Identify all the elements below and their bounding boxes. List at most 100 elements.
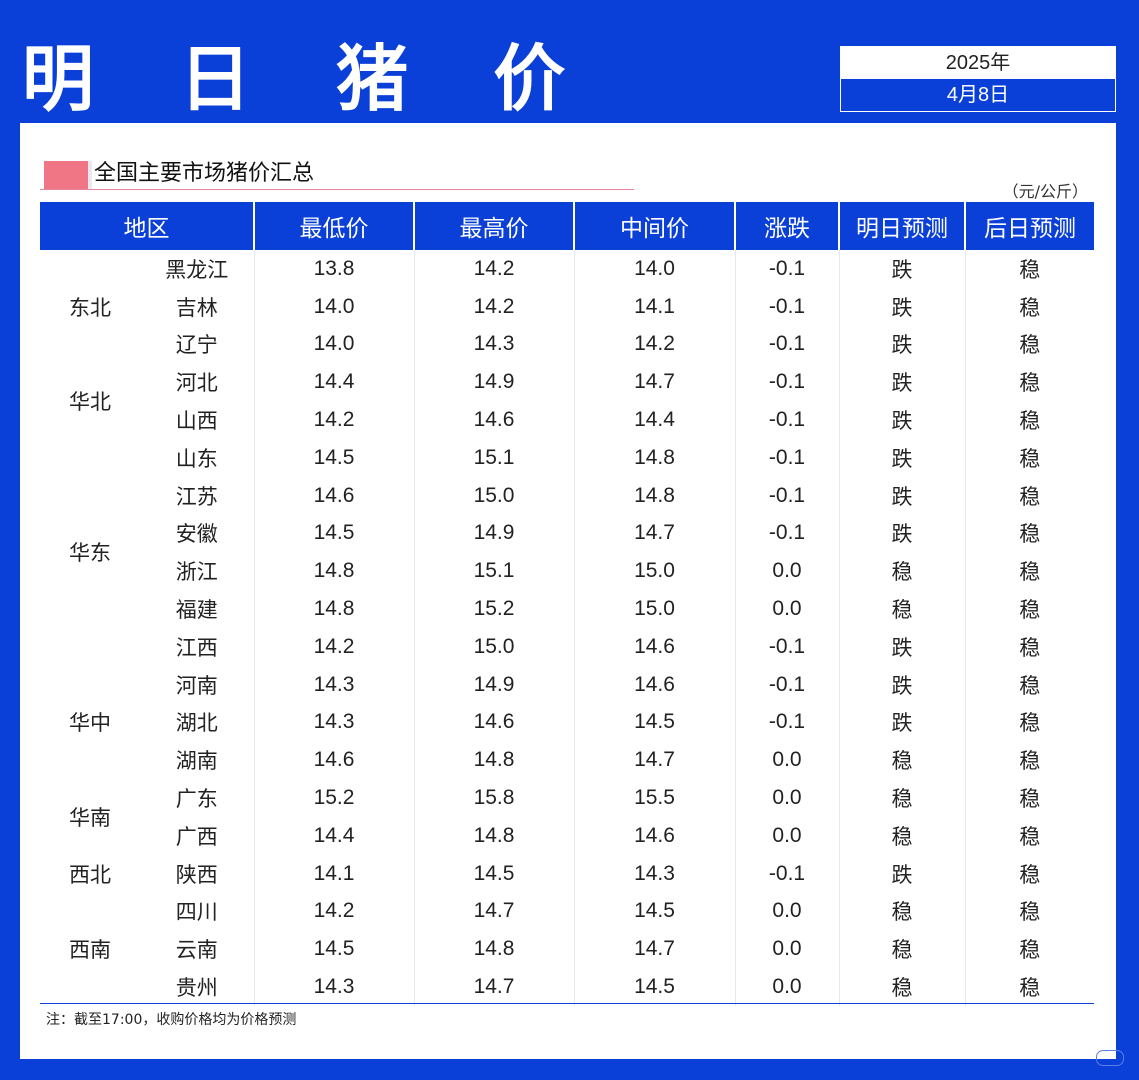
date-box: 2025年 4月8日 <box>840 46 1116 112</box>
province-cell: 浙江 <box>175 561 218 585</box>
change-cell: -0.1 <box>734 401 839 439</box>
change-cell: 0.0 <box>734 816 839 855</box>
content-panel: 全国主要市场猪价汇总 （元/公斤） 地区 最低价 最高价 中间价 涨跌 明日预测… <box>20 123 1116 1059</box>
after-forecast-cell: 稳 <box>964 590 1094 628</box>
province-cell: 福建 <box>175 599 218 623</box>
change-cell: -0.1 <box>734 287 839 326</box>
table-row: 广西 14.4 14.8 14.6 0.0 稳稳 <box>40 816 1094 855</box>
page-title: 明 日 猪 价 <box>22 37 596 121</box>
region-cell: 华中 <box>69 712 111 736</box>
table-row: 吉林 14.0 14.2 14.1 -0.1 跌稳 <box>40 287 1094 326</box>
after-forecast-cell: 稳 <box>964 665 1094 704</box>
after-forecast-cell: 稳 <box>964 627 1094 666</box>
mid-price-cell: 14.2 <box>573 325 735 364</box>
table-row: 湖北 14.3 14.6 14.5 -0.1 跌稳 <box>40 703 1094 742</box>
province-cell: 云南 <box>175 939 218 963</box>
max-price-cell: 14.5 <box>413 854 574 893</box>
min-price-cell: 14.3 <box>253 703 414 742</box>
max-price-cell: 14.3 <box>413 325 574 364</box>
max-price-cell: 15.8 <box>413 779 574 817</box>
after-forecast-cell: 稳 <box>964 438 1094 477</box>
max-price-cell: 14.7 <box>413 968 574 1006</box>
max-price-cell: 14.6 <box>413 401 574 439</box>
header-min-price: 最低价 <box>253 202 414 250</box>
max-price-cell: 14.6 <box>413 703 574 742</box>
unit-label: （元/公斤） <box>1002 182 1088 201</box>
min-price-cell: 14.3 <box>253 665 414 704</box>
mid-price-cell: 15.5 <box>573 779 735 817</box>
min-price-cell: 14.6 <box>253 476 414 515</box>
tomorrow-forecast-cell: 稳 <box>838 741 965 780</box>
table-row: 福建 14.8 15.2 15.0 0.0 稳稳 <box>40 590 1094 628</box>
table-row: 山西 14.2 14.6 14.4 -0.1 跌稳 <box>40 401 1094 439</box>
after-forecast-cell: 稳 <box>964 401 1094 439</box>
min-price-cell: 14.5 <box>253 438 414 477</box>
region-cell: 华南 <box>69 806 111 830</box>
after-forecast-cell: 稳 <box>964 363 1094 402</box>
min-price-cell: 14.6 <box>253 741 414 780</box>
table-row: 华东 山东 14.5 15.1 14.8 -0.1 跌稳 <box>40 438 1094 565</box>
province-cell: 吉林 <box>175 296 218 320</box>
change-cell: -0.1 <box>734 627 839 666</box>
mid-price-cell: 14.4 <box>573 401 735 439</box>
change-cell: 0.0 <box>734 779 839 817</box>
change-cell: 0.0 <box>734 741 839 780</box>
header-max-price: 最高价 <box>413 202 574 250</box>
mid-price-cell: 14.7 <box>573 514 735 553</box>
province-cell: 四川 <box>175 901 218 925</box>
max-price-cell: 14.9 <box>413 514 574 553</box>
province-cell: 贵州 <box>175 977 218 1001</box>
table-row: 华北 河北 14.4 14.9 14.7 -0.1 跌稳 <box>40 363 1094 414</box>
mid-price-cell: 14.5 <box>573 892 735 931</box>
province-cell: 山西 <box>175 410 218 434</box>
max-price-cell: 14.8 <box>413 816 574 855</box>
min-price-cell: 14.8 <box>253 590 414 628</box>
min-price-cell: 14.0 <box>253 287 414 326</box>
change-cell: -0.1 <box>734 665 839 704</box>
tomorrow-forecast-cell: 跌 <box>838 854 965 893</box>
mid-price-cell: 14.5 <box>573 968 735 1006</box>
province-cell: 湖南 <box>175 750 218 774</box>
min-price-cell: 14.3 <box>253 968 414 1006</box>
mid-price-cell: 14.7 <box>573 363 735 402</box>
tomorrow-forecast-cell: 跌 <box>838 250 965 288</box>
change-cell: -0.1 <box>734 250 839 288</box>
province-cell: 安徽 <box>175 523 218 547</box>
min-price-cell: 14.4 <box>253 816 414 855</box>
section-marker-shadow <box>88 161 92 189</box>
change-cell: -0.1 <box>734 325 839 364</box>
tomorrow-forecast-cell: 跌 <box>838 363 965 402</box>
mid-price-cell: 14.7 <box>573 930 735 969</box>
after-forecast-cell: 稳 <box>964 250 1094 288</box>
section-underline <box>40 189 634 190</box>
table-row: 湖南 14.6 14.8 14.7 0.0 稳稳 <box>40 741 1094 780</box>
tomorrow-forecast-cell: 跌 <box>838 325 965 364</box>
after-forecast-cell: 稳 <box>964 892 1094 931</box>
after-forecast-cell: 稳 <box>964 741 1094 780</box>
footnote: 注：截至17:00，收购价格均为价格预测 <box>46 1012 297 1028</box>
date-day: 4月8日 <box>946 84 1010 106</box>
province-cell: 湖北 <box>175 712 218 736</box>
mid-price-cell: 14.3 <box>573 854 735 893</box>
tomorrow-forecast-cell: 跌 <box>838 665 965 704</box>
watermark-badge <box>1096 1050 1124 1066</box>
mid-price-cell: 14.7 <box>573 741 735 780</box>
mid-price-cell: 14.6 <box>573 627 735 666</box>
after-forecast-cell: 稳 <box>964 816 1094 855</box>
max-price-cell: 14.9 <box>413 363 574 402</box>
after-forecast-cell: 稳 <box>964 703 1094 742</box>
min-price-cell: 14.5 <box>253 514 414 553</box>
mid-price-cell: 14.5 <box>573 703 735 742</box>
tomorrow-forecast-cell: 稳 <box>838 552 965 591</box>
table-row: 贵州 14.3 14.7 14.5 0.0 稳稳 <box>40 968 1094 1006</box>
after-forecast-cell: 稳 <box>964 968 1094 1006</box>
min-price-cell: 14.2 <box>253 627 414 666</box>
tomorrow-forecast-cell: 稳 <box>838 779 965 817</box>
change-cell: -0.1 <box>734 363 839 402</box>
after-forecast-cell: 稳 <box>964 854 1094 893</box>
region-cell: 东北 <box>69 296 111 320</box>
province-cell: 江苏 <box>175 485 218 509</box>
table-body: 东北 黑龙江 13.8 14.2 14.0 -0.1 跌稳吉林 14.0 14.2 14.1 -0.… <box>40 250 1094 1006</box>
province-cell: 陕西 <box>175 863 218 887</box>
header-region: 地区 <box>40 202 254 250</box>
